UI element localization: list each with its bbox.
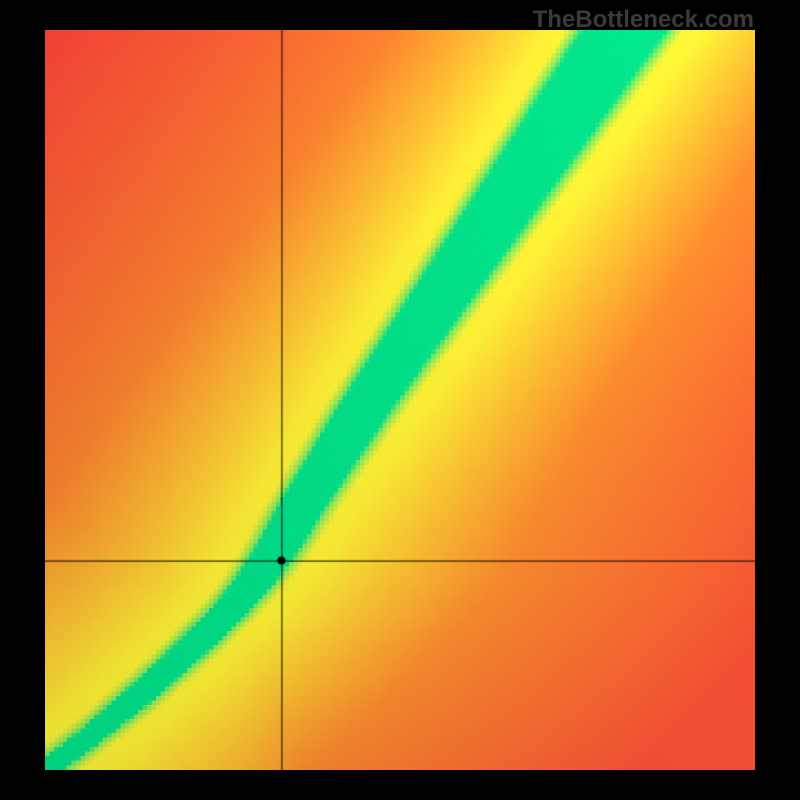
watermark-text: TheBottleneck.com (533, 6, 754, 34)
crosshair-overlay (45, 30, 755, 770)
